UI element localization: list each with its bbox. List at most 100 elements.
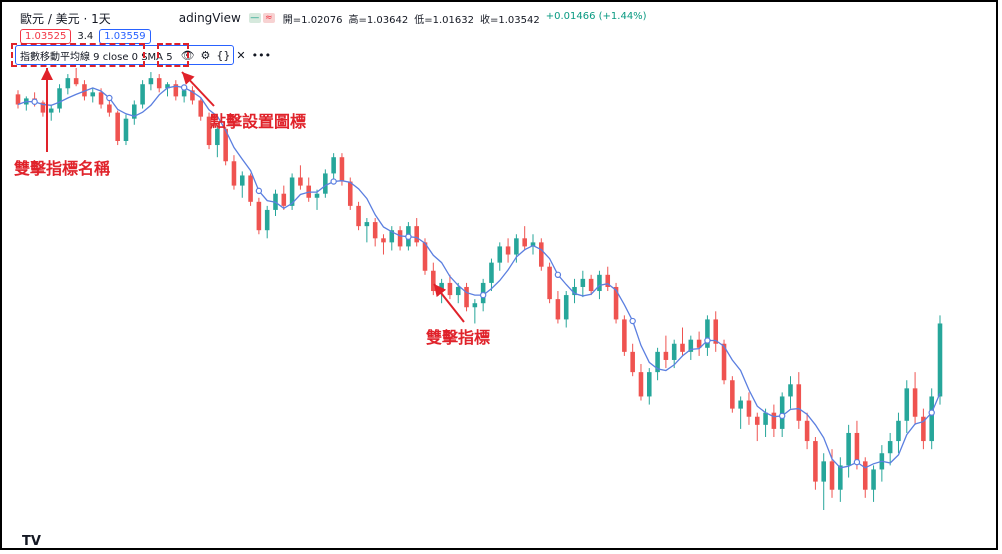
candle-body: [937, 323, 943, 397]
candle-body: [190, 90, 195, 101]
candle-body: [431, 270, 436, 292]
candle-body: [331, 157, 336, 174]
annotation-indicator-name: 雙擊指標名稱: [14, 159, 111, 178]
candle-body: [231, 161, 237, 186]
candle-body: [206, 116, 212, 146]
gear-icon[interactable]: ⚙: [200, 48, 211, 62]
ohlc-values: 開=1.02076 高=1.03642 低=1.01632 收=1.03542 …: [283, 11, 647, 26]
ma-selection-point[interactable]: [255, 187, 263, 195]
candle-body: [821, 461, 826, 482]
code-braces-icon[interactable]: {}: [216, 48, 231, 62]
candle-body: [530, 242, 536, 247]
candle-body: [439, 282, 444, 292]
candle-body: [505, 246, 511, 255]
ma-selection-point[interactable]: [479, 291, 487, 299]
candle-body: [264, 209, 270, 231]
candle-body: [829, 461, 835, 490]
candle-body: [646, 372, 652, 397]
indicator-legend[interactable]: 指數移動平均線 9 close 0 SMA 5 👁 ⚙ {} ✕ •••: [15, 45, 271, 65]
candle-body: [796, 384, 802, 421]
candle-body: [738, 400, 743, 409]
candle-body: [854, 432, 860, 462]
candle-body: [156, 78, 162, 89]
candle-body: [688, 339, 694, 352]
candle-body: [57, 88, 62, 109]
candle-body: [763, 412, 768, 425]
candle-body: [813, 441, 818, 482]
candle-body: [314, 193, 320, 198]
ma-selection-point[interactable]: [31, 98, 38, 105]
ma-selection-point[interactable]: [928, 409, 935, 416]
close-icon[interactable]: ✕: [236, 48, 246, 62]
candle-body: [804, 420, 810, 442]
ma-selection-point[interactable]: [629, 317, 636, 325]
candle-body: [788, 384, 793, 397]
brand-name: adingView: [178, 11, 241, 25]
ma-selection-point[interactable]: [405, 233, 412, 240]
candle-body: [215, 128, 220, 146]
annotation-indicator-line: 雙擊指標: [426, 328, 491, 347]
candle-body: [754, 416, 760, 425]
indicator-name[interactable]: 指數移動平均線 9 close 0 SMA 5: [20, 51, 173, 63]
candle-body: [547, 266, 552, 300]
ma-selection-point[interactable]: [778, 412, 786, 420]
candle-body: [165, 84, 170, 89]
candle-body: [622, 319, 627, 352]
candle-body: [364, 222, 370, 227]
candle-body: [73, 78, 79, 85]
ma-selection-point[interactable]: [853, 458, 861, 466]
candle-body: [721, 343, 727, 381]
candle-body: [663, 351, 669, 360]
candle-body: [372, 222, 378, 239]
candle-body: [323, 173, 328, 194]
candle-body: [414, 226, 419, 243]
candle-body: [680, 343, 685, 352]
candle-body: [779, 396, 785, 429]
ohlc-open: 開=1.02076: [282, 14, 343, 26]
candle-body: [464, 286, 469, 308]
ma-selection-point[interactable]: [180, 84, 188, 91]
candle-body: [896, 420, 901, 442]
candle-body: [281, 193, 287, 206]
candle-body: [173, 84, 179, 97]
candle-body: [347, 181, 353, 206]
candle-body: [107, 104, 112, 113]
candle-body: [455, 286, 461, 296]
candle-body: [929, 396, 934, 442]
candle-body: [580, 278, 586, 287]
candle-body: [713, 319, 719, 344]
candle-body: [422, 242, 428, 271]
candle-body: [871, 469, 876, 490]
settings-icon-highlight: [157, 43, 189, 67]
candle-body: [730, 380, 735, 409]
spread-value: 3.4: [77, 31, 94, 42]
candle-body: [904, 388, 910, 421]
ma-selection-point[interactable]: [704, 337, 711, 344]
candle-body: [655, 351, 660, 373]
candle-body: [289, 177, 295, 206]
candle-body: [65, 78, 71, 89]
candle-body: [522, 238, 527, 247]
candle-body: [447, 282, 453, 296]
more-icon[interactable]: •••: [251, 48, 272, 62]
candle-body: [555, 299, 561, 320]
moving-average-line[interactable]: [17, 85, 941, 469]
market-status: — ≈: [248, 13, 275, 23]
candle-body: [248, 175, 253, 202]
ma-selection-point[interactable]: [330, 178, 337, 185]
chart-header: 歐元 / 美元 · 1天 adingView — ≈ 開=1.02076 高=1…: [20, 8, 647, 28]
candle-body: [514, 238, 519, 255]
indicator-controls: 👁 ⚙ {} ✕ •••: [177, 49, 272, 62]
buy-button[interactable]: 1.03559: [99, 29, 151, 44]
arrow-to-indicator-line: [433, 283, 465, 323]
candle-body: [298, 177, 303, 186]
candle-body: [671, 343, 677, 360]
candle-body: [539, 242, 544, 267]
sell-button[interactable]: 1.03525: [20, 29, 72, 44]
candle-body: [572, 286, 577, 296]
ma-selection-point[interactable]: [106, 94, 113, 102]
ma-selection-point[interactable]: [554, 271, 562, 279]
market-open-icon: —: [248, 13, 261, 23]
symbol-title[interactable]: 歐元 / 美元 · 1天: [20, 11, 111, 26]
